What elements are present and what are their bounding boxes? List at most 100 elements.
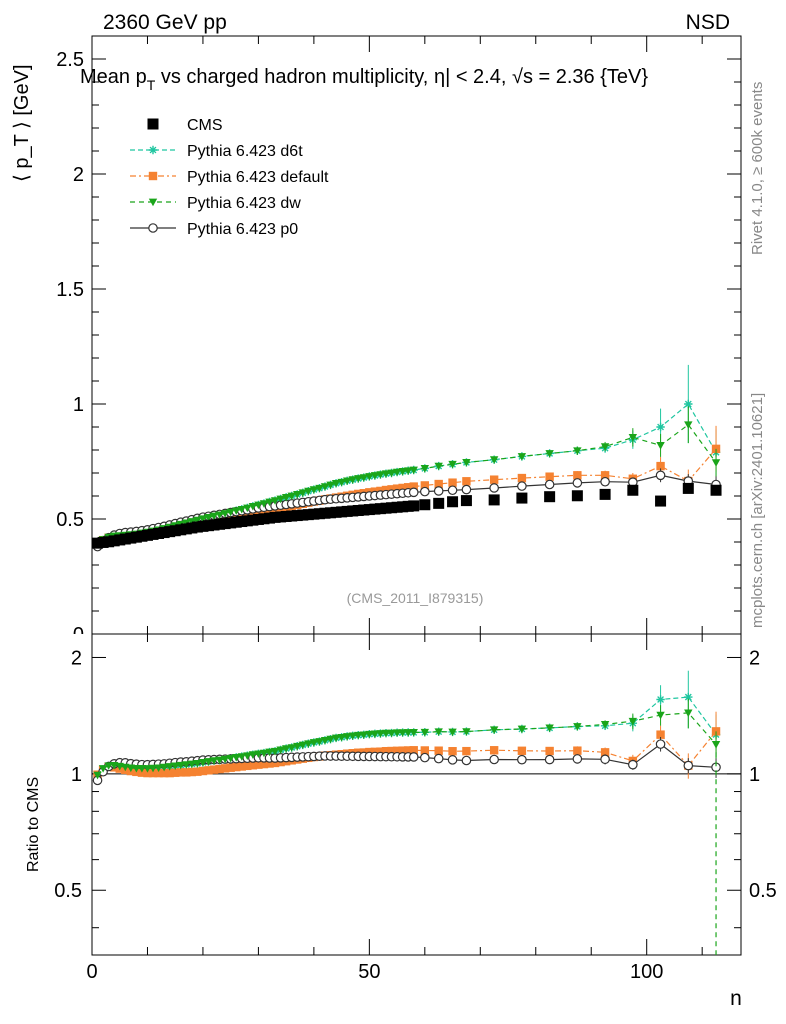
data-point (419, 499, 431, 511)
ratio-point (448, 747, 457, 756)
data-point (392, 468, 402, 477)
ratio-point (517, 754, 527, 765)
ratio-point (265, 759, 274, 768)
ratio-point (370, 730, 380, 739)
ratio-point (232, 762, 241, 772)
data-point (381, 470, 391, 478)
side-label-rivet: Rivet 4.1.0, ≥ 600k events (749, 82, 766, 255)
ratio-point (354, 731, 363, 740)
ratio-point (392, 746, 402, 756)
data-point (409, 466, 418, 475)
ratio-point (165, 763, 174, 771)
data-point (302, 509, 314, 521)
data-point (347, 505, 359, 517)
ratio-point (254, 750, 263, 759)
data-point (434, 479, 443, 489)
data-point (331, 479, 341, 488)
data-point (286, 510, 298, 522)
data-point (682, 482, 694, 494)
ratio-point (171, 768, 180, 777)
data-point (232, 507, 241, 515)
data-point (209, 512, 219, 521)
ratio-point (93, 771, 102, 780)
ratio-point (293, 742, 302, 751)
data-point (220, 510, 230, 518)
ratio-point (656, 711, 665, 720)
ratio-point (434, 746, 443, 755)
data-point (182, 519, 191, 528)
data-point (365, 473, 374, 481)
ratio-point (315, 738, 324, 746)
data-point (225, 517, 237, 529)
ratio-point (276, 746, 285, 755)
side-label-mcplots: mcplots.cern.ch [arXiv:2401.10621] (749, 393, 766, 628)
ratio-point (198, 766, 208, 776)
ratio-point (220, 755, 230, 764)
data-point (108, 535, 120, 547)
x-tick-label: 100 (630, 961, 663, 983)
ratio-point (462, 728, 471, 736)
ratio-y-tick-label: 2 (71, 647, 82, 669)
ratio-point (403, 729, 413, 737)
ratio-point (148, 768, 158, 778)
data-point (628, 433, 638, 442)
data-point (269, 511, 281, 523)
data-point (448, 478, 457, 487)
main-axis-ticks: 0.5 1 1.5 2 2.5 0 0 50 100 (56, 35, 741, 983)
data-point (460, 495, 472, 507)
data-point (354, 475, 363, 483)
data-point (352, 504, 364, 516)
main-series-layer (92, 364, 722, 552)
legend-marker (148, 198, 158, 207)
data-point (304, 487, 313, 496)
ratio-point (259, 749, 269, 758)
data-point (264, 512, 276, 524)
data-point (573, 471, 582, 480)
ratio-point (248, 751, 258, 759)
data-point (254, 501, 263, 510)
ratio-point (600, 721, 610, 729)
ratio-point (193, 759, 202, 768)
ratio-point (387, 729, 396, 738)
data-point (544, 491, 556, 503)
data-point (320, 483, 330, 491)
ratio-point (209, 757, 219, 765)
data-point (287, 492, 296, 501)
ratio-point (287, 744, 296, 752)
data-point (236, 516, 248, 528)
data-point (489, 475, 499, 484)
data-point (276, 495, 285, 504)
data-point (369, 503, 381, 515)
y-tick-label: 2 (73, 164, 84, 186)
data-point (198, 515, 208, 523)
data-point (684, 399, 693, 409)
ratio-point (628, 717, 638, 726)
ratio-point (309, 739, 319, 747)
ratio-y-axis-label: Ratio to CMS (25, 777, 42, 872)
data-point (219, 518, 231, 530)
data-point (226, 508, 235, 517)
ratio-point (420, 746, 430, 755)
data-point (136, 530, 148, 542)
data-point (243, 504, 252, 513)
legend: CMS Pythia 6.423 d6t Pythia 6.423 default P… (130, 117, 329, 238)
data-point (358, 504, 370, 516)
data-point (330, 506, 342, 518)
data-point (403, 483, 413, 492)
data-point (325, 507, 337, 519)
ratio-point (408, 752, 419, 762)
data-point (293, 491, 302, 499)
data-point (119, 533, 131, 545)
ratio-point (154, 764, 163, 773)
legend-item: Pythia 6.423 default (130, 169, 329, 186)
ratio-point (489, 726, 499, 734)
data-point (114, 534, 126, 546)
legend-label: Pythia 6.423 dw (187, 195, 301, 212)
ratio-point (409, 729, 418, 737)
legend-marker (148, 223, 158, 233)
data-point (433, 497, 445, 509)
ratio-point (187, 767, 197, 777)
ratio-y-tick-label-right: 2 (749, 647, 760, 669)
data-point (711, 444, 721, 454)
data-point (387, 485, 396, 494)
